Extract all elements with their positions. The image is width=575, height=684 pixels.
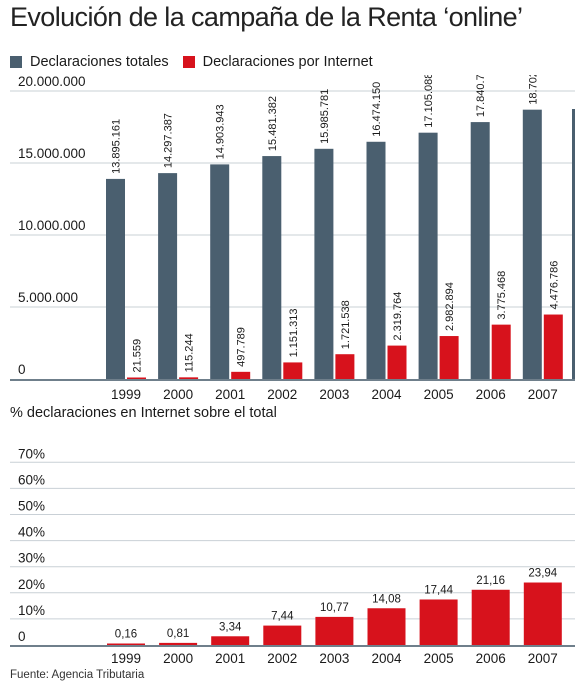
legend-swatch-total — [10, 56, 22, 68]
declaraciones-bar-chart: 0 5.000.000 10.000.000 15.000.000 20.000.000… — [10, 75, 575, 402]
x-tick-label: 2006 — [476, 387, 506, 402]
internet-value-label: 21.559 — [132, 339, 144, 373]
bar-total — [314, 148, 334, 379]
legend: Declaraciones totales Declaraciones por … — [10, 52, 387, 72]
chart-title: Evolución de la campaña de la Renta ‘onl… — [10, 2, 523, 32]
legend-swatch-internet — [182, 56, 195, 68]
internet-value-label: 497.789 — [236, 327, 248, 367]
legend-label-total: Declaraciones totales — [30, 54, 169, 70]
percentage-value-label: 0,16 — [115, 629, 137, 641]
y-tick-label: 10% — [18, 603, 45, 618]
total-value-label: 14.297.387 — [163, 113, 175, 168]
bar-internet — [231, 371, 251, 379]
x-tick-label: 2002 — [267, 651, 297, 666]
y-tick-label: 0 — [18, 629, 26, 644]
x-tick-label: 2001 — [215, 387, 245, 402]
percentage-value-label: 14,08 — [372, 593, 401, 605]
internet-value-label: 1.721.538 — [340, 300, 352, 349]
percentage-value-label: 23,94 — [528, 568, 557, 580]
legend-label-internet: Declaraciones por Internet — [202, 54, 373, 70]
total-value-label: 17.840.783 — [475, 75, 487, 117]
percentage-chart-title: % declaraciones en Internet sobre el tot… — [10, 405, 277, 421]
percentage-value-label: 0,81 — [167, 628, 189, 640]
percentage-value-label: 17,44 — [424, 584, 453, 596]
y-tick-label: 40% — [18, 525, 45, 540]
bar-internet — [439, 336, 459, 379]
bar-internet — [543, 314, 563, 379]
internet-value-label: 1.151.313 — [288, 308, 300, 357]
bar-percentage — [107, 643, 145, 645]
total-value-label: 14.903.943 — [215, 104, 227, 159]
y-tick-label: 50% — [18, 499, 45, 514]
total-value-label: 16.474.150 — [371, 82, 383, 137]
x-tick-label: 1999 — [111, 387, 141, 402]
percentage-value-label: 21,16 — [476, 575, 505, 587]
source-note: Fuente: Agencia Tributaria — [10, 669, 145, 681]
bar-internet — [179, 377, 199, 379]
bar-internet — [335, 354, 355, 379]
internet-value-label: 115.244 — [184, 333, 196, 372]
total-value-label: 17.105.088 — [423, 75, 435, 128]
x-tick-label: 2004 — [371, 651, 402, 666]
x-tick-label: 2003 — [319, 387, 349, 402]
bar-percentage — [263, 625, 302, 645]
bar-internet — [491, 324, 511, 379]
x-tick-label: 2000 — [163, 651, 193, 666]
bar-percentage — [315, 616, 354, 645]
percentage-value-label: 10,77 — [320, 602, 349, 614]
bar-total — [210, 164, 230, 379]
bar-percentage — [159, 642, 198, 645]
bar-total — [366, 141, 386, 379]
percentage-bar-chart: 0 10% 20% 30% 40% 50% 60% 70% 0,16 1999 0,81 2000 3,… — [10, 446, 575, 666]
x-tick-label: 1999 — [111, 651, 141, 666]
bar-percentage — [419, 599, 458, 645]
y-tick-label: 30% — [18, 551, 45, 566]
x-tick-label: 2001 — [215, 651, 245, 666]
internet-value-label: 2.319.764 — [392, 292, 404, 341]
bar-total — [262, 156, 282, 379]
total-value-label: 13.895.161 — [111, 119, 123, 174]
internet-value-label: 2.982.894 — [444, 282, 456, 331]
x-tick-label: 2005 — [424, 387, 454, 402]
x-tick-label: 2004 — [371, 387, 402, 402]
total-value-label: 15.481.382 — [267, 96, 279, 151]
bar-total — [522, 109, 542, 380]
total-value-label: 18.702.875 — [527, 75, 539, 105]
bar-total — [106, 178, 125, 379]
bar-total — [158, 173, 178, 379]
y-tick-label: 20% — [18, 577, 45, 592]
y-tick-label: 10.000.000 — [18, 218, 86, 233]
internet-value-label: 4.476.786 — [548, 261, 560, 310]
next-year-bar-sliver — [572, 109, 575, 379]
internet-value-label: 3.775.468 — [496, 271, 508, 320]
bar-percentage — [471, 589, 510, 645]
y-tick-label: 60% — [18, 472, 45, 487]
x-tick-label: 2005 — [424, 651, 454, 666]
bar-total — [418, 132, 438, 379]
x-tick-label: 2007 — [528, 651, 558, 666]
bar-internet — [387, 345, 407, 379]
total-value-label: 15.985.781 — [319, 89, 331, 144]
bar-percentage — [367, 608, 406, 645]
y-tick-label: 70% — [18, 446, 45, 461]
percentage-value-label: 3,34 — [219, 621, 242, 633]
bar-percentage — [523, 582, 562, 645]
x-tick-label: 2006 — [476, 651, 506, 666]
y-tick-label: 0 — [18, 362, 26, 377]
x-tick-label: 2002 — [267, 387, 297, 402]
legend-item-internet: Declaraciones por Internet — [182, 54, 373, 70]
y-tick-label: 20.000.000 — [18, 75, 86, 89]
x-tick-label: 2000 — [163, 387, 193, 402]
x-tick-label: 2007 — [528, 387, 558, 402]
percentage-value-label: 7,44 — [271, 611, 294, 623]
y-tick-label: 5.000.000 — [18, 290, 78, 305]
y-tick-label: 15.000.000 — [18, 146, 86, 161]
bar-internet — [127, 377, 146, 379]
bar-percentage — [211, 636, 250, 645]
legend-item-total: Declaraciones totales — [10, 54, 169, 70]
bar-total — [470, 122, 490, 380]
x-tick-label: 2003 — [319, 651, 349, 666]
bar-internet — [283, 362, 303, 379]
